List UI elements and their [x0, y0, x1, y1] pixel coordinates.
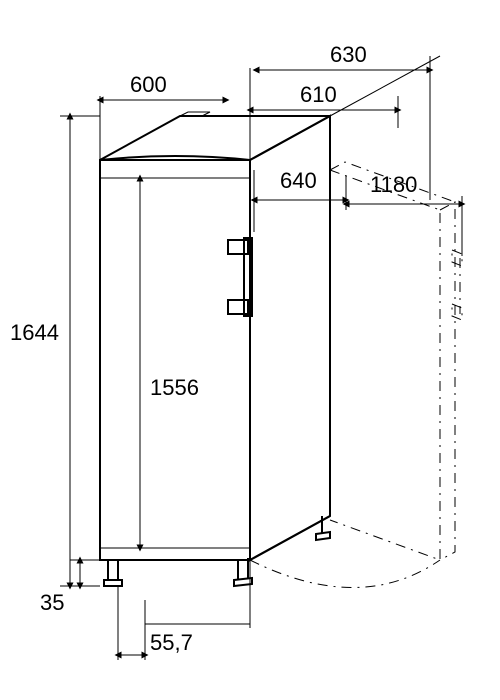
label-600: 600 — [130, 72, 167, 97]
label-610: 610 — [300, 82, 337, 107]
door-handle — [228, 238, 252, 316]
cabinet-top-panel — [100, 116, 330, 160]
label-35: 35 — [40, 590, 64, 615]
dim-width-600 — [100, 68, 250, 160]
dim-total-height — [60, 116, 100, 586]
dim-leg-height — [70, 560, 100, 586]
cabinet-legs — [104, 516, 330, 586]
label-630: 630 — [330, 42, 367, 67]
label-640: 640 — [280, 168, 317, 193]
dimension-drawing: 1644 1556 35 600 630 610 640 1180 55,7 — [0, 0, 500, 700]
label-55-7: 55,7 — [150, 630, 193, 655]
cabinet-front-face — [100, 160, 250, 560]
dim-swing-1180 — [346, 196, 462, 256]
label-1180: 1180 — [370, 172, 417, 197]
door-open-phantom — [250, 162, 462, 588]
label-1556: 1556 — [150, 375, 199, 400]
base-side-edge — [250, 516, 330, 560]
label-1644: 1644 — [10, 320, 59, 345]
